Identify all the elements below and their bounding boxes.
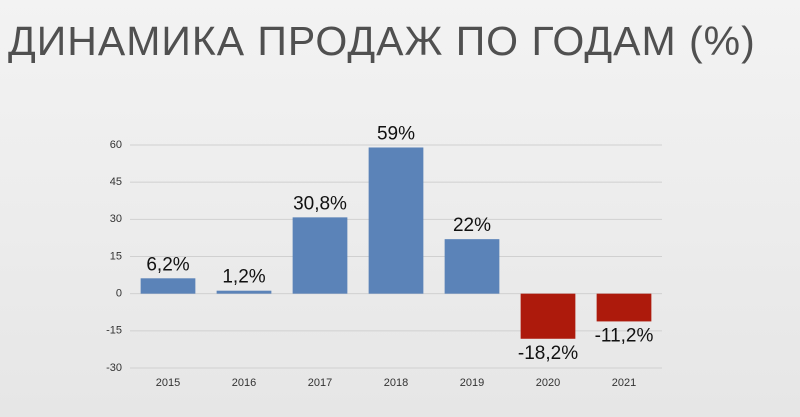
- bar: [444, 239, 500, 294]
- value-label: 59%: [377, 123, 415, 144]
- x-tick-label: 2018: [384, 377, 408, 389]
- y-tick-label: 0: [116, 288, 122, 300]
- bar: [216, 290, 272, 294]
- x-tick-label: 2015: [156, 377, 180, 389]
- x-tick-label: 2021: [612, 377, 636, 389]
- value-label: -18,2%: [518, 343, 578, 364]
- x-tick-label: 2017: [308, 377, 332, 389]
- value-label: 22%: [453, 215, 491, 236]
- value-label: 6,2%: [146, 254, 189, 275]
- x-tick-label: 2019: [460, 377, 484, 389]
- x-tick-label: 2016: [232, 377, 256, 389]
- chart-title: ДИНАМИКА ПРОДАЖ ПО ГОДАМ (%): [8, 18, 756, 64]
- value-label: -11,2%: [595, 325, 654, 346]
- y-tick-label: 45: [110, 176, 122, 188]
- bar: [292, 217, 348, 294]
- bar: [368, 147, 424, 294]
- bar: [520, 293, 576, 339]
- bar: [596, 293, 652, 322]
- value-label: 1,2%: [222, 267, 265, 288]
- x-tick-label: 2020: [536, 377, 560, 389]
- y-tick-label: -15: [106, 325, 122, 337]
- y-tick-label: 60: [110, 139, 122, 151]
- value-label: 30,8%: [293, 193, 347, 214]
- y-tick-label: 30: [110, 213, 122, 225]
- y-tick-label: 15: [110, 250, 122, 262]
- y-tick-label: -30: [106, 362, 122, 374]
- bar: [140, 278, 196, 294]
